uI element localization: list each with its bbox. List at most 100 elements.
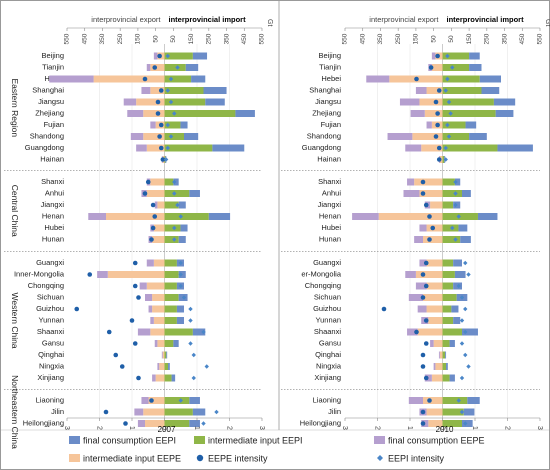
panel-2007-bar-final-eepe <box>148 305 153 313</box>
panel-2010-bar-final-eepi <box>469 133 487 140</box>
panel-2010-bar-final-eepe <box>403 190 420 197</box>
panel-2010-marker-eepi-intensity <box>448 111 453 116</box>
panel-2010-bar-final-eepe <box>433 363 436 370</box>
panel-2007-bar-intermediate-eepi <box>164 328 193 336</box>
panel-2010-bar-final-eepi <box>449 340 455 347</box>
panel-2010-marker-eepe-intensity <box>435 53 440 59</box>
panel-2010-bar-intermediate-eepe <box>430 201 443 209</box>
panel-2007-marker-eepe-intensity <box>157 134 162 139</box>
panel-2007-bar-intermediate-eepe <box>150 328 165 336</box>
panel-2007-bar-final-eepi <box>178 236 186 243</box>
panel-2010-bar-final-eepe <box>415 87 427 94</box>
panel-2010-province-label: Jiangxi <box>318 200 342 209</box>
panel-2007-bar-intermediate-eepi <box>164 340 174 347</box>
panel-2007-bar-final-eepi <box>166 351 168 359</box>
panel-2010-bar-final-eepi <box>493 98 516 106</box>
panel-2010-bar-intermediate-eepe <box>435 363 443 370</box>
legend-label: EEPI intensity <box>388 453 445 463</box>
panel-2010-province-label: er-Mongolia <box>301 269 341 278</box>
panel-2010-marker-eepi-intensity <box>456 214 461 219</box>
panel-2007-bar-intermediate-eepe <box>145 420 165 427</box>
panel-2010-bar-intermediate-eepe <box>421 144 443 152</box>
panel-2007-province-label: Shaanxi <box>37 327 64 336</box>
panel-2010-province-label: Xinjiang <box>314 373 341 382</box>
panel-2007-marker-eepi-intensity <box>188 318 193 323</box>
panel-2007-bar-intermediate-eepi <box>164 317 177 324</box>
panel-2007-marker-eepi-intensity <box>163 157 169 162</box>
panel-2007-marker-eepi-intensity <box>178 260 183 266</box>
panel-2010-marker-eepi-intensity <box>456 283 461 289</box>
panel-2007-top-tick-label: 550 <box>259 33 266 44</box>
panel-2007-bar-final-eepi <box>208 213 231 220</box>
panel-2010-marker-eepe-intensity <box>420 272 426 277</box>
panel-2007-bar-final-eepi <box>192 328 206 336</box>
panel-2007-marker-eepe-intensity <box>136 375 141 381</box>
panel-2010-province-label: Shandong <box>307 131 341 140</box>
panel-2007-marker-eepi-intensity <box>188 306 193 312</box>
panel-2007-bar-final-eepi <box>168 363 170 370</box>
panel-2010-marker-eepi-intensity <box>453 179 458 185</box>
panel-2010-bar-intermediate-eepe <box>428 420 443 427</box>
panel-2010-bar-final-eepi <box>463 408 475 416</box>
panel-2007-marker-eepe-intensity <box>158 122 164 128</box>
panel-2007-bar-intermediate-eepe <box>153 259 165 267</box>
panel-2007-marker-eepi-intensity <box>191 352 196 358</box>
panel-2007-bar-intermediate-eepe <box>150 64 165 71</box>
panel-2007-marker-eepi-intensity <box>178 272 183 277</box>
panel-2010-marker-eepe-intensity <box>423 260 429 266</box>
panel-2010-bar-final-eepi <box>469 64 482 71</box>
panel-2007-top-tick-label: 50 <box>170 35 177 43</box>
panel-2010-bar-intermediate-eepe <box>426 305 443 313</box>
panel-2010-bar-intermediate-eepe <box>426 408 443 416</box>
panel-2010-marker-eepe-intensity <box>420 179 426 185</box>
panel-2007-marker-eepi-intensity <box>204 364 209 369</box>
panel-2007-bar-intermediate-eepe <box>136 98 165 106</box>
panel-2007-bar-intermediate-eepi <box>164 305 177 313</box>
panel-2010-marker-eepe-intensity <box>420 191 426 196</box>
panel-2010-bar-intermediate-eepi <box>442 317 454 324</box>
panel-2010-marker-eepe-intensity <box>414 329 419 335</box>
panel-2010-bar-intermediate-eepi <box>442 133 470 140</box>
panel-2007-bar-final-eepe <box>150 317 154 324</box>
panel-2007-marker-eepe-intensity <box>150 202 156 208</box>
panel-2007-bar-final-eepi <box>205 98 225 106</box>
panel-2010-marker-eepi-intensity <box>463 352 468 358</box>
panel-2007-bar-intermediate-eepe <box>106 213 165 220</box>
panel-2007-marker-eepe-intensity <box>113 352 119 358</box>
region-label: Eastern Region <box>10 78 20 137</box>
panel-2010-province-label: Shanghai <box>309 85 341 94</box>
panel-2010-unit-label: Gt <box>544 19 550 26</box>
panel-2007-bar-final-eepe <box>154 340 158 347</box>
panel-2010-marker-eepi-intensity <box>459 375 465 381</box>
panel-2007-bar-final-eepi <box>176 317 184 324</box>
panel-2010-bar-intermediate-eepe <box>423 294 443 301</box>
panel-2007-bar-final-eepe <box>136 144 147 152</box>
panel-2007-bar-final-eepi <box>180 224 188 232</box>
panel-2007-top-tick-label: 350 <box>223 33 230 44</box>
panel-2007-province-label: Sichuan <box>37 292 64 301</box>
panel-2007-bar-final-eepi <box>192 52 208 60</box>
panel-2010-bar-intermediate-eepi <box>442 351 446 359</box>
panel-2007-marker-eepe-intensity <box>87 272 93 277</box>
panel-2010-marker-eepe-intensity <box>430 225 436 231</box>
panel-2007-marker-eepi-intensity <box>165 122 170 128</box>
panel-2010-marker-eepi-intensity <box>466 272 471 277</box>
panel-2010-bar-intermediate-eepe <box>424 110 443 117</box>
panel-2007-province-label: Shandong <box>30 131 64 140</box>
panel-2007-marker-eepe-intensity <box>142 76 148 82</box>
panel-2010-province-label: Jilin <box>328 407 341 416</box>
legend-label: final consumption EEPI <box>83 435 176 445</box>
panel-2007-province-label: Liaoning <box>36 395 64 404</box>
panel-2007-province-label: Hainan <box>40 154 64 163</box>
panel-2010-marker-eepe-intensity <box>420 295 426 300</box>
panel-2007-bar-final-eepe <box>153 52 158 60</box>
panel-2007-marker-eepi-intensity <box>178 214 183 219</box>
panel-2007-marker-eepi-intensity <box>201 421 206 426</box>
panel-2010-marker-eepi-intensity <box>463 421 468 426</box>
panel-2007-marker-eepe-intensity <box>106 329 112 335</box>
panel-2010-bar-intermediate-eepi <box>442 110 496 117</box>
panel-2010-bottom-tick-label: 3 <box>536 426 543 430</box>
panel-2010-top-tick-label: 450 <box>519 33 526 44</box>
panel-2010-bar-final-eepe <box>419 224 427 232</box>
